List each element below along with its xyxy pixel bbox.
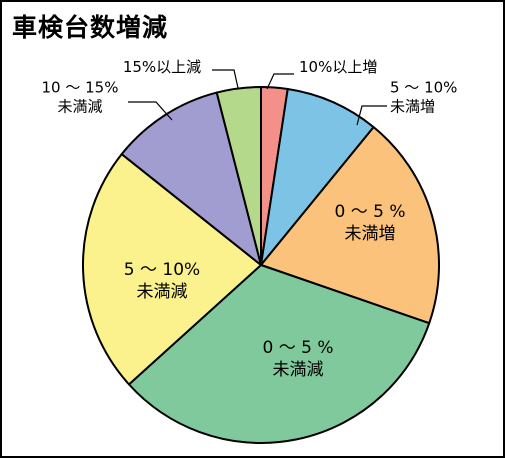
slice-label: 10 ～ 15%未満減 xyxy=(42,79,119,116)
slice-label-line: 未満減 xyxy=(57,98,102,116)
chart-title: 車検台数増減 xyxy=(12,13,169,42)
leader-line xyxy=(266,73,294,90)
leader-lines xyxy=(128,69,387,126)
slice-label: 5 ～ 10%未満増 xyxy=(390,79,457,116)
slice-label: 0 ～ 5 %未満増 xyxy=(335,202,406,244)
slice-label-line: 0 ～ 5 % xyxy=(263,338,334,358)
pie-slice xyxy=(260,126,440,325)
slice-label-line: 5 ～ 10% xyxy=(124,260,200,280)
slice-label: 5 ～ 10%未満減 xyxy=(124,260,200,302)
pie-slice xyxy=(81,153,262,386)
leader-line xyxy=(356,105,387,126)
slice-label-line: 10 ～ 15% xyxy=(42,79,119,97)
slice-label-line: 未満減 xyxy=(137,282,188,302)
slice-label-line: 未満減 xyxy=(273,360,324,380)
leader-line xyxy=(212,69,239,89)
slice-label: 15%以上減 xyxy=(123,58,201,76)
slice-label-line: 未満増 xyxy=(345,224,396,244)
slice-label-line: 0 ～ 5 % xyxy=(335,202,406,222)
pie-slices xyxy=(81,86,440,444)
pie-slice xyxy=(215,86,262,266)
slice-label-line: 5 ～ 10% xyxy=(390,79,457,97)
slice-label: 0 ～ 5 %未満減 xyxy=(263,338,334,380)
pie-slice xyxy=(260,88,375,266)
slice-label-line: 未満増 xyxy=(390,98,435,116)
slice-label: 10%以上増 xyxy=(299,58,377,76)
slice-label-line: 15%以上減 xyxy=(123,58,201,76)
slice-label-line: 10%以上増 xyxy=(299,58,377,76)
pie-slice xyxy=(120,91,262,266)
leader-line xyxy=(128,101,173,121)
pie-slice xyxy=(127,264,431,444)
